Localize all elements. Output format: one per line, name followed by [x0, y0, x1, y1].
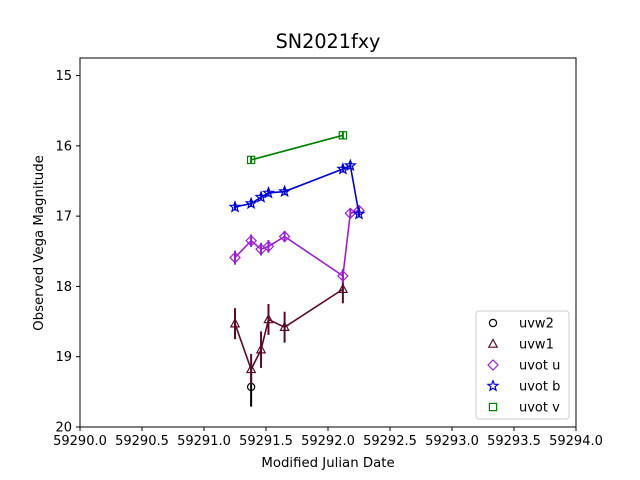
- series-uvot-v: [246, 131, 348, 165]
- series-uvot-b: [228, 158, 366, 220]
- y-tick-label: 19: [55, 350, 72, 365]
- legend-entry-uvot-b: uvot b: [486, 379, 560, 395]
- legend: uvw2 uvw1 uvot u uvot b uvot v: [475, 310, 570, 420]
- x-axis-label: Modified Julian Date: [261, 456, 394, 471]
- legend-marker-uvot-v: [488, 402, 498, 412]
- x-tick-label: 59293.5: [487, 434, 541, 449]
- series-line-uvot-b: [234, 164, 360, 215]
- legend-label-uvot-v: uvot v: [519, 401, 560, 416]
- series-line-uvw1: [234, 288, 344, 372]
- legend-marker-uvw2: [488, 318, 498, 328]
- legend-label-uvw2: uvw2: [519, 317, 554, 332]
- series-line-uvot-v: [250, 134, 344, 161]
- data-point-uvw1: [279, 321, 290, 331]
- data-point-uvot-b: [278, 184, 292, 198]
- data-point-uvot-b: [228, 200, 242, 213]
- x-tick-label: 59292.0: [301, 434, 355, 449]
- x-tick-label: 59294.0: [549, 434, 603, 449]
- data-point-uvot-u: [344, 207, 357, 220]
- data-point-uvot-u: [337, 270, 349, 282]
- data-point-uvot-u: [278, 230, 291, 243]
- x-tick-label: 59293.0: [425, 434, 479, 449]
- legend-entry-uvw1: uvw1: [487, 338, 554, 353]
- data-point-uvw1: [337, 283, 349, 294]
- series-line-uvot-u: [234, 209, 360, 278]
- data-point-uvot-v: [338, 131, 348, 140]
- x-tick-label: 59290.0: [53, 434, 107, 449]
- data-point-uvot-b: [254, 190, 268, 203]
- legend-marker-uvot-u: [487, 359, 499, 371]
- data-point-uvot-u: [262, 240, 275, 253]
- chart-title: SN2021fxy: [276, 30, 381, 53]
- axes: 59290.0 59290.5 59291.0 59291.5 59292.0 59292…: [53, 57, 603, 449]
- x-tick-label: 59290.5: [115, 434, 169, 449]
- legend-entry-uvw2: uvw2: [488, 317, 554, 332]
- data-point-uvot-b: [244, 196, 258, 210]
- data-point-uvot-u: [245, 234, 257, 247]
- series-uvot-u: [229, 204, 365, 283]
- data-point-uvot-b: [261, 186, 276, 199]
- x-tick-label: 59292.5: [363, 434, 417, 449]
- y-tick-label: 18: [55, 280, 72, 295]
- y-axis-label: Observed Vega Magnitude: [32, 155, 47, 331]
- legend-label-uvot-b: uvot b: [519, 380, 560, 395]
- y-tick-label: 15: [55, 69, 72, 84]
- data-point-uvot-b: [336, 162, 350, 175]
- legend-label-uvot-u: uvot u: [519, 359, 560, 374]
- data-point-uvw1: [263, 313, 274, 324]
- data-point-uvot-u: [229, 251, 241, 264]
- legend-box: [475, 310, 570, 420]
- x-tick-label: 59291.0: [177, 434, 231, 449]
- data-point-uvot-b: [343, 158, 357, 172]
- plot-area: [228, 131, 366, 407]
- data-point-uvot-b: [352, 207, 366, 220]
- x-tick-label: 59291.5: [239, 434, 293, 449]
- data-point-uvot-v: [246, 155, 256, 165]
- data-point-uvw1: [245, 363, 257, 374]
- legend-marker-uvw1: [487, 338, 499, 348]
- y-tick-label: 20: [55, 421, 72, 436]
- legend-label-uvw1: uvw1: [519, 338, 554, 353]
- legend-entry-uvot-u: uvot u: [487, 359, 560, 374]
- y-tick-label: 17: [55, 210, 72, 225]
- data-point-uvw1: [255, 343, 267, 354]
- data-point-uvw1: [229, 317, 241, 328]
- legend-marker-uvot-b: [486, 379, 500, 392]
- y-tick-label: 16: [55, 139, 72, 154]
- legend-entry-uvot-v: uvot v: [488, 401, 560, 416]
